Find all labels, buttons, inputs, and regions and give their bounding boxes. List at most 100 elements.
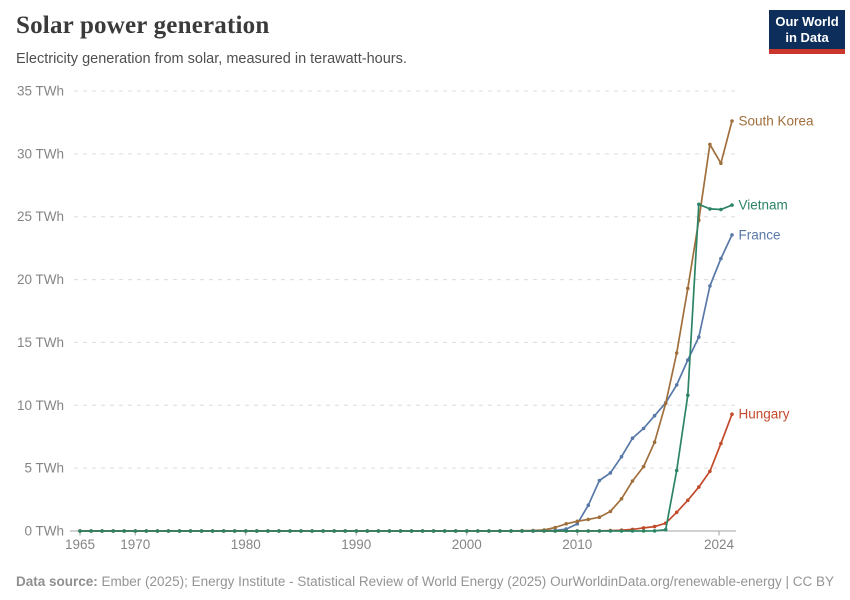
data-point bbox=[509, 529, 513, 533]
data-point bbox=[398, 529, 403, 533]
data-point bbox=[663, 401, 668, 406]
data-point bbox=[199, 529, 204, 533]
y-tick-label: 20 TWh bbox=[17, 272, 64, 287]
data-point bbox=[652, 529, 657, 533]
data-point bbox=[708, 142, 712, 147]
data-point bbox=[630, 479, 635, 483]
data-point bbox=[376, 529, 381, 533]
data-point bbox=[719, 161, 723, 166]
data-point bbox=[431, 529, 436, 533]
x-tick-label: 1970 bbox=[120, 537, 150, 552]
data-point bbox=[674, 383, 679, 387]
data-point bbox=[619, 454, 624, 459]
data-point bbox=[476, 529, 480, 533]
y-tick-label: 30 TWh bbox=[17, 146, 64, 161]
data-point bbox=[553, 525, 557, 530]
data-point bbox=[719, 441, 723, 446]
data-point bbox=[586, 503, 591, 508]
data-point bbox=[686, 393, 690, 398]
data-point bbox=[674, 468, 679, 473]
data-point bbox=[663, 527, 668, 532]
series-label-france: France bbox=[739, 227, 781, 242]
data-point bbox=[686, 286, 690, 291]
data-point bbox=[630, 529, 635, 533]
series-south-korea: South Korea bbox=[78, 114, 814, 533]
data-point bbox=[321, 529, 325, 533]
owid-credit: OurWorldinData.org/renewable-energy | CC… bbox=[550, 574, 834, 589]
y-tick-label: 15 TWh bbox=[17, 335, 64, 350]
data-point bbox=[597, 529, 602, 533]
data-point bbox=[310, 529, 314, 533]
data-point bbox=[288, 529, 292, 533]
data-point bbox=[641, 426, 646, 431]
data-point bbox=[697, 485, 701, 489]
data-point bbox=[166, 529, 171, 533]
page-title: Solar power generation bbox=[16, 12, 270, 39]
x-tick-label: 1980 bbox=[231, 537, 261, 552]
series-line-hungary bbox=[79, 413, 733, 532]
data-point bbox=[420, 529, 425, 533]
data-point bbox=[697, 202, 701, 207]
series-label-south-korea: South Korea bbox=[739, 114, 815, 129]
data-point bbox=[641, 464, 646, 469]
data-point bbox=[575, 529, 580, 533]
data-point bbox=[365, 529, 370, 533]
data-point bbox=[221, 529, 226, 533]
data-point bbox=[453, 529, 458, 533]
data-point bbox=[708, 207, 712, 211]
y-tick-label: 0 TWh bbox=[24, 524, 64, 539]
data-point bbox=[299, 529, 303, 533]
data-point bbox=[254, 529, 259, 533]
data-source-text: Ember (2025); Energy Institute - Statist… bbox=[97, 574, 547, 589]
data-point bbox=[575, 522, 580, 526]
data-point bbox=[686, 358, 690, 362]
data-point bbox=[520, 529, 524, 533]
data-point bbox=[244, 529, 248, 533]
data-point bbox=[343, 529, 348, 533]
data-point bbox=[354, 529, 359, 533]
data-point bbox=[531, 529, 535, 533]
data-point bbox=[641, 529, 646, 533]
data-point bbox=[674, 510, 679, 515]
data-point bbox=[78, 529, 82, 533]
data-point bbox=[100, 529, 104, 533]
data-point bbox=[542, 529, 546, 533]
data-point bbox=[619, 497, 624, 501]
data-point bbox=[487, 529, 491, 533]
data-point bbox=[332, 529, 337, 533]
data-point bbox=[630, 436, 635, 441]
x-tick-label: 1990 bbox=[341, 537, 371, 552]
data-point bbox=[697, 335, 701, 339]
data-point bbox=[641, 526, 646, 530]
data-point bbox=[608, 529, 613, 533]
data-point bbox=[155, 529, 160, 533]
series-label-vietnam: Vietnam bbox=[739, 198, 788, 213]
data-point bbox=[465, 529, 469, 533]
x-tick-label: 2010 bbox=[562, 537, 592, 552]
data-point bbox=[387, 529, 392, 533]
data-point bbox=[652, 524, 657, 529]
data-point bbox=[730, 233, 734, 237]
x-tick-label: 2024 bbox=[704, 537, 735, 552]
data-point bbox=[89, 529, 93, 533]
data-point bbox=[652, 413, 657, 418]
data-point bbox=[708, 284, 712, 288]
data-point bbox=[586, 529, 591, 533]
data-point bbox=[564, 522, 568, 526]
owid-logo: Our World in Data bbox=[769, 10, 845, 54]
chart-footer: Data source: Ember (2025); Energy Instit… bbox=[16, 574, 834, 589]
x-tick-label: 2000 bbox=[452, 537, 482, 552]
data-point bbox=[442, 529, 447, 533]
series-line-south-korea bbox=[79, 120, 733, 532]
data-point bbox=[674, 351, 679, 355]
y-tick-label: 35 TWh bbox=[17, 84, 64, 99]
data-point bbox=[686, 498, 690, 503]
data-point bbox=[608, 509, 613, 514]
data-point bbox=[730, 412, 734, 417]
series-vietnam: Vietnam bbox=[78, 198, 788, 533]
x-tick-label: 1965 bbox=[65, 537, 95, 552]
data-point bbox=[719, 256, 723, 261]
data-point bbox=[652, 440, 657, 445]
